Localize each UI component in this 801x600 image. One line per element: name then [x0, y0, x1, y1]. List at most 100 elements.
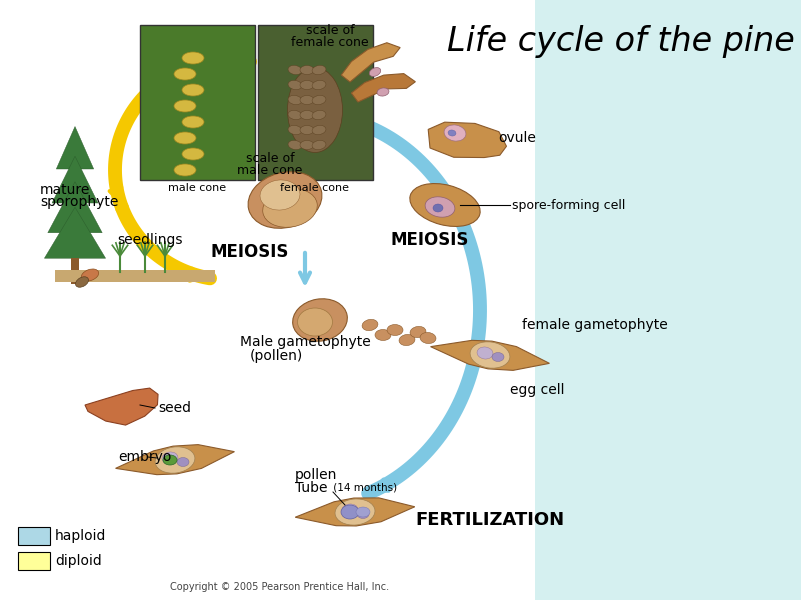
Ellipse shape [297, 308, 332, 336]
Text: scale of: scale of [246, 151, 294, 164]
Text: MEIOSIS: MEIOSIS [211, 243, 289, 261]
Ellipse shape [300, 95, 314, 104]
Ellipse shape [312, 80, 326, 89]
Text: female gametophyte: female gametophyte [522, 318, 668, 332]
Text: egg cell: egg cell [510, 383, 565, 397]
Ellipse shape [162, 452, 178, 464]
Polygon shape [296, 498, 415, 526]
Polygon shape [429, 122, 506, 158]
Ellipse shape [174, 164, 196, 176]
Text: embryo: embryo [118, 450, 171, 464]
Ellipse shape [182, 84, 204, 96]
Text: Copyright © 2005 Pearson Prentice Hall, Inc.: Copyright © 2005 Pearson Prentice Hall, … [171, 582, 389, 592]
Ellipse shape [335, 499, 375, 525]
Ellipse shape [260, 180, 300, 210]
Bar [18, 527, 50, 545]
Ellipse shape [312, 140, 326, 149]
Ellipse shape [182, 116, 204, 128]
Text: female cone: female cone [292, 35, 368, 49]
Bar [18, 552, 50, 570]
Text: Life cycle of the pine: Life cycle of the pine [447, 25, 795, 58]
Ellipse shape [82, 269, 99, 281]
Ellipse shape [177, 457, 189, 467]
Ellipse shape [174, 68, 196, 80]
Polygon shape [48, 182, 103, 233]
Text: scale of: scale of [306, 23, 354, 37]
Text: ovule: ovule [498, 131, 536, 145]
Ellipse shape [421, 332, 436, 344]
Ellipse shape [288, 67, 343, 152]
Text: MEIOSIS: MEIOSIS [390, 231, 469, 249]
Polygon shape [431, 340, 549, 370]
Ellipse shape [375, 329, 391, 341]
Ellipse shape [300, 80, 314, 89]
Bar [70, 258, 79, 284]
Polygon shape [52, 156, 98, 203]
Ellipse shape [369, 68, 380, 76]
Ellipse shape [492, 352, 504, 361]
Ellipse shape [362, 319, 378, 331]
Ellipse shape [288, 80, 302, 89]
Ellipse shape [288, 140, 302, 149]
Ellipse shape [312, 125, 326, 134]
Bar [258, 25, 373, 180]
Ellipse shape [477, 347, 493, 359]
Ellipse shape [182, 52, 204, 64]
Ellipse shape [288, 125, 302, 134]
Text: seedlings: seedlings [117, 233, 183, 247]
Ellipse shape [387, 325, 403, 335]
Polygon shape [56, 127, 94, 169]
Bar [0, 0, 535, 600]
Ellipse shape [174, 100, 196, 112]
Ellipse shape [300, 65, 314, 74]
Text: mature: mature [40, 183, 91, 197]
Polygon shape [341, 43, 400, 82]
Text: diploid: diploid [55, 554, 102, 568]
Ellipse shape [312, 110, 326, 119]
Bar [55, 270, 215, 282]
Ellipse shape [377, 88, 389, 96]
Ellipse shape [312, 95, 326, 104]
Text: Tube: Tube [295, 481, 328, 495]
Ellipse shape [75, 277, 88, 287]
Text: haploid: haploid [55, 529, 107, 543]
Ellipse shape [410, 326, 426, 338]
Text: FERTILIZATION: FERTILIZATION [415, 511, 564, 529]
Ellipse shape [288, 95, 302, 104]
Text: seed: seed [158, 401, 191, 415]
Ellipse shape [288, 65, 302, 74]
Ellipse shape [248, 172, 322, 228]
Text: Male gametophyte: Male gametophyte [240, 335, 371, 349]
Ellipse shape [182, 148, 204, 160]
Ellipse shape [448, 130, 456, 136]
Ellipse shape [288, 110, 302, 119]
Text: sporophyte: sporophyte [40, 195, 119, 209]
Ellipse shape [341, 505, 359, 519]
Ellipse shape [425, 197, 455, 217]
Text: pollen: pollen [295, 468, 337, 482]
Ellipse shape [357, 509, 369, 518]
Ellipse shape [263, 188, 317, 227]
Ellipse shape [410, 184, 480, 226]
Text: (14 months): (14 months) [330, 483, 397, 493]
Text: male cone: male cone [168, 183, 226, 193]
Ellipse shape [300, 110, 314, 119]
Ellipse shape [300, 140, 314, 149]
Text: female cone: female cone [280, 183, 349, 193]
Ellipse shape [163, 455, 177, 465]
Ellipse shape [399, 334, 415, 346]
Ellipse shape [155, 447, 195, 473]
Ellipse shape [356, 507, 370, 517]
Polygon shape [85, 388, 158, 425]
Ellipse shape [300, 125, 314, 134]
Text: spore-forming cell: spore-forming cell [512, 199, 626, 211]
Text: (pollen): (pollen) [250, 349, 304, 363]
Polygon shape [44, 207, 106, 258]
Bar [535, 0, 801, 600]
Ellipse shape [174, 132, 196, 144]
Ellipse shape [342, 504, 358, 516]
Ellipse shape [444, 125, 466, 141]
Ellipse shape [433, 204, 443, 212]
Polygon shape [115, 445, 235, 475]
Ellipse shape [312, 65, 326, 74]
